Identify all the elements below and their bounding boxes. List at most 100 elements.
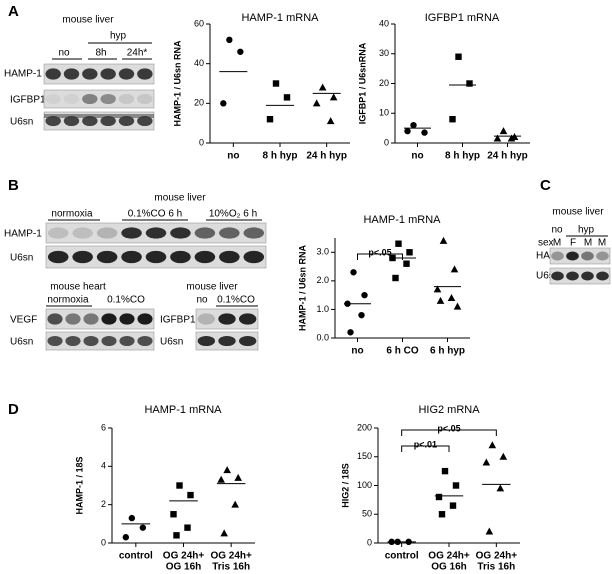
band [47, 250, 69, 264]
band [581, 251, 594, 261]
blot [549, 247, 611, 265]
blot-title: mouse liver [186, 282, 238, 293]
x-tick-label: 8 h hyp [262, 151, 297, 162]
point [452, 482, 460, 489]
band [100, 68, 116, 80]
significance-bracket [401, 445, 450, 452]
band [101, 335, 117, 347]
band [219, 250, 240, 264]
y-axis-label: HAMP-1 / U6sn RNA [297, 244, 307, 331]
y-tick-label: 50 [362, 509, 372, 519]
x-tick-label: no [411, 151, 423, 162]
point [220, 529, 228, 537]
y-axis-label: HAMP-1 / 18S [74, 456, 84, 514]
band [238, 313, 257, 325]
band [197, 313, 216, 325]
blot-label: VEGF [10, 315, 37, 326]
band [47, 313, 63, 325]
point [395, 240, 402, 247]
band [238, 335, 257, 347]
blot [549, 267, 611, 285]
y-tick-label: 2 [101, 499, 106, 509]
point [436, 296, 445, 304]
point [404, 127, 411, 135]
band [100, 115, 116, 127]
band [72, 250, 93, 264]
x-tick-label: OG 24h+ [428, 551, 470, 562]
band [551, 271, 564, 281]
point [329, 93, 338, 101]
chart: IGFBP1 mRNA IGFBP1 / U6snRNA 0 10 20 30 40 no 8 … [357, 12, 530, 162]
y-tick-label: 150 [357, 451, 372, 461]
band [194, 227, 216, 239]
blot-label: F [570, 238, 576, 249]
significance-bracket [357, 253, 403, 260]
band [96, 250, 118, 264]
band [63, 115, 80, 127]
panel-letter: B [8, 177, 19, 194]
x-tick-label: OG 24h+ [210, 551, 252, 562]
band [137, 313, 153, 325]
band [596, 271, 609, 281]
chart: HAMP-1 mRNA HAMP-1 / 18S 0 2 4 6 control OG 24h… [74, 404, 255, 573]
point [223, 466, 231, 474]
blot-label: 24h* [127, 48, 148, 59]
point [318, 83, 327, 91]
blot [44, 114, 154, 118]
band [83, 335, 99, 347]
x-tick-label: Tris 16h [477, 562, 515, 573]
band [118, 115, 135, 127]
point [237, 48, 244, 55]
blot-label: HAMP-1 [4, 69, 42, 80]
blot-title: mouse liver [62, 15, 114, 26]
x-tick-label: control [119, 551, 153, 562]
y-tick-label: 40 [379, 18, 389, 28]
chart: HAMP-1 mRNA HAMP-1 / U6sn RNA 0.0 1.0 2.0 3.0… [297, 214, 470, 357]
band [219, 227, 240, 239]
x-tick-label: no [227, 151, 239, 162]
blot-label: no [551, 225, 563, 236]
point [455, 53, 462, 60]
chart-title: IGFBP1 mRNA [425, 12, 500, 24]
blot-label: 10%O₂ 6 h [209, 209, 257, 220]
band [47, 335, 63, 347]
y-tick-label: 1.0 [316, 304, 329, 314]
band [145, 227, 167, 239]
band [243, 227, 265, 239]
point [485, 527, 494, 535]
point [394, 538, 401, 546]
point [217, 475, 225, 483]
blot-label: U6sn [160, 337, 183, 348]
point [499, 127, 508, 135]
point [406, 249, 413, 256]
x-tick-label: 6 h hyp [430, 346, 465, 357]
y-tick-label: 0 [367, 537, 372, 547]
point [433, 285, 442, 293]
point [266, 116, 274, 123]
point [358, 311, 365, 319]
band [65, 313, 81, 325]
band [145, 250, 167, 264]
blot-label: no [58, 48, 70, 59]
point [507, 134, 516, 142]
point [361, 291, 368, 299]
point [326, 117, 335, 125]
chart-title: HIG2 mRNA [418, 404, 480, 416]
band [82, 93, 98, 105]
point [231, 500, 239, 508]
band [170, 227, 191, 239]
band [137, 93, 153, 105]
band [137, 68, 153, 80]
x-tick-label: no [351, 346, 363, 357]
panel-letter: D [8, 401, 19, 418]
point [128, 514, 136, 522]
band [121, 227, 142, 239]
band [96, 227, 118, 239]
point [466, 80, 473, 87]
significance-bracket [401, 429, 497, 436]
blot-label: hyp [578, 225, 595, 236]
point [403, 260, 410, 267]
blot-label: sex [538, 238, 554, 249]
blot-label: U6sn [10, 253, 33, 264]
band [119, 313, 135, 325]
